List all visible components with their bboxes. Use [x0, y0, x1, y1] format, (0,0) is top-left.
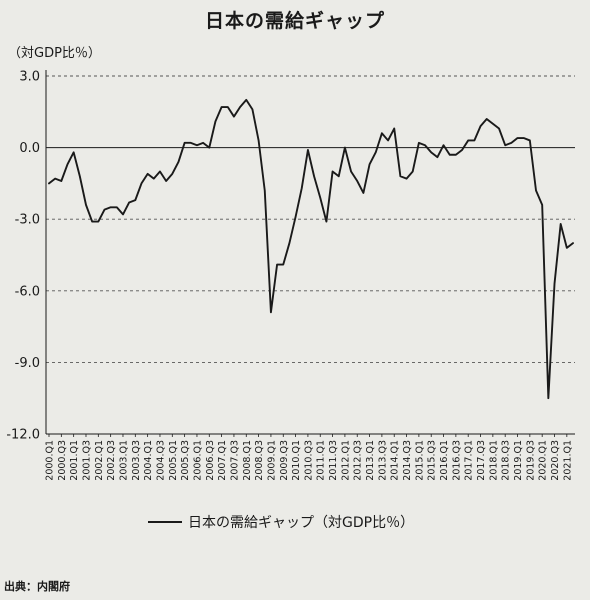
x-tick-label: 2019.Q1: [513, 440, 524, 481]
x-tick-labels: 2000.Q1 2000.Q3 2001.Q1 2001.Q3 2002.Q1 2002.…: [45, 440, 574, 481]
y-axis-unit-label: （対GDP比％）: [8, 46, 101, 61]
x-tick-label: 2002.Q1: [94, 440, 105, 481]
x-tick-label: 2009.Q3: [279, 440, 290, 481]
x-tick-label: 2001.Q1: [69, 440, 80, 481]
y-tick-label: -12.0: [6, 428, 40, 443]
y-tick-label: -6.0: [15, 284, 40, 299]
x-tick-label: 2015.Q1: [414, 440, 425, 481]
series-line: [48, 98, 574, 400]
x-tick-label: 2016.Q3: [451, 440, 462, 481]
x-tick-label: 2016.Q1: [439, 440, 450, 481]
x-tick-label: 2006.Q1: [192, 440, 203, 481]
x-tick-label: 2018.Q3: [501, 440, 512, 481]
chart-title: 日本の需給ギャップ: [204, 10, 385, 32]
x-tick-label: 2011.Q3: [328, 440, 339, 481]
x-tick-label: 2009.Q1: [266, 440, 277, 481]
x-tick-label: 2021.Q1: [562, 440, 573, 481]
x-tick-label: 2015.Q3: [427, 440, 438, 481]
x-tick-label: 2018.Q1: [488, 440, 499, 481]
x-tick-label: 2019.Q3: [525, 440, 536, 481]
legend-line-swatch: [148, 521, 182, 523]
x-tick-label: 2001.Q3: [81, 440, 92, 481]
x-tick-label: 2017.Q3: [476, 440, 487, 481]
y-tick-label: 0.0: [19, 141, 40, 156]
x-tick-label: 2005.Q1: [168, 440, 179, 481]
x-tick-label: 2003.Q1: [118, 440, 129, 481]
x-tick-label: 2012.Q1: [340, 440, 351, 481]
x-tick-label: 2008.Q1: [242, 440, 253, 481]
axes: [45, 70, 575, 437]
x-tick-label: 2000.Q1: [45, 440, 56, 481]
x-tick-label: 2006.Q3: [205, 440, 216, 481]
x-tick-label: 2004.Q3: [155, 440, 166, 481]
x-tick-label: 2005.Q3: [180, 440, 191, 481]
x-tick-label: 2002.Q3: [106, 440, 117, 481]
x-tick-label: 2003.Q3: [131, 440, 142, 481]
x-tick-label: 2000.Q3: [57, 440, 68, 481]
legend: 日本の需給ギャップ（対GDP比％）: [148, 512, 414, 532]
x-tick-label: 2004.Q1: [143, 440, 154, 481]
source-note: 出典：内閣府: [4, 580, 70, 593]
legend-label: 日本の需給ギャップ（対GDP比％）: [188, 515, 415, 531]
x-tick-label: 2007.Q3: [229, 440, 240, 481]
gridlines: [46, 75, 575, 363]
x-tick-label: 2010.Q1: [291, 440, 302, 481]
x-tick-label: 2013.Q3: [377, 440, 388, 481]
y-tick-label: -9.0: [15, 356, 40, 371]
x-tick-label: 2020.Q1: [538, 440, 549, 481]
x-tick-label: 2020.Q3: [550, 440, 561, 481]
y-tick-label: -3.0: [15, 213, 40, 228]
y-tick-labels: 3.0 0.0 -3.0 -6.0 -9.0 -12.0: [6, 70, 40, 443]
x-tick-label: 2014.Q3: [402, 440, 413, 481]
x-tick-label: 2008.Q3: [254, 440, 265, 481]
x-tick-label: 2017.Q1: [464, 440, 475, 481]
y-tick-label: 3.0: [19, 70, 40, 85]
series-layer: [48, 98, 574, 400]
x-tick-label: 2010.Q3: [303, 440, 314, 481]
x-tick-label: 2007.Q1: [217, 440, 228, 481]
x-tick-label: 2011.Q1: [316, 440, 327, 481]
x-tick-label: 2014.Q1: [390, 440, 401, 481]
x-tick-label: 2013.Q1: [365, 440, 376, 481]
x-tick-label: 2012.Q3: [353, 440, 364, 481]
